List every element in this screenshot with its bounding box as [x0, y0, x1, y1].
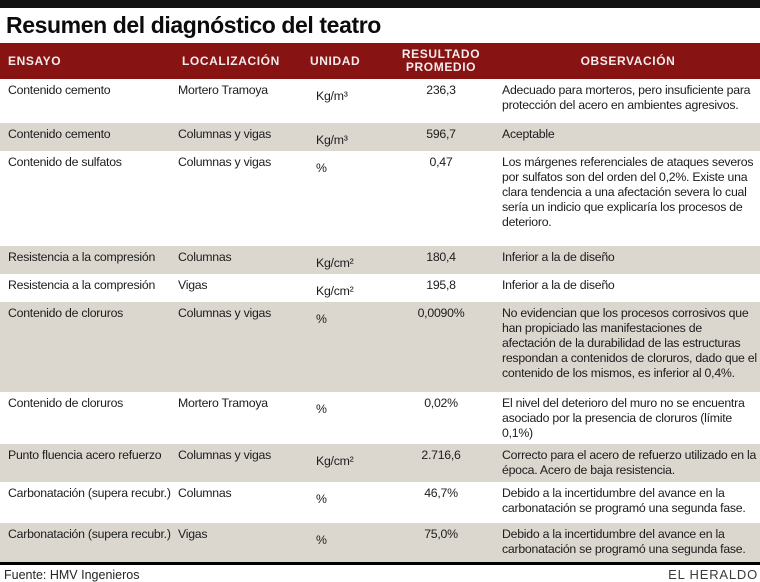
source-credit: Fuente: HMV Ingenieros	[4, 568, 140, 582]
table-row: Contenido de cloruros Mortero Tramoya % …	[0, 392, 760, 444]
cell-unidad: Kg/cm²	[316, 256, 354, 270]
cell-observacion: Inferior a la de diseño	[502, 250, 615, 264]
table-row: Contenido cemento Columnas y vigas Kg/m³…	[0, 123, 760, 151]
cell-ensayo: Punto fluencia acero refuerzo	[8, 448, 162, 462]
cell-ensayo: Contenido de cloruros	[8, 396, 124, 410]
cell-resultado: 0,02%	[424, 396, 458, 410]
table-header-row: ENSAYO LOCALIZACIÓN UNIDAD RESULTADO PRO…	[0, 43, 760, 79]
cell-unidad: Kg/cm²	[316, 284, 354, 298]
cell-localizacion: Vigas	[178, 278, 208, 292]
cell-localizacion: Columnas y vigas	[178, 306, 272, 320]
table-row: Carbonatación (supera recubr.) Vigas % 7…	[0, 523, 760, 562]
cell-unidad: %	[316, 312, 327, 326]
cell-ensayo: Resistencia a la compresión	[8, 250, 156, 264]
cell-resultado: 180,4	[426, 250, 456, 264]
cell-observacion: Debido a la incertidumbre del avance en …	[502, 486, 746, 515]
page-title: Resumen del diagnóstico del teatro	[6, 12, 381, 38]
table-row: Carbonatación (supera recubr.) Columnas …	[0, 482, 760, 523]
cell-observacion: Correcto para el acero de refuerzo utili…	[502, 448, 757, 477]
cell-localizacion: Columnas y vigas	[178, 127, 272, 141]
cell-observacion: Inferior a la de diseño	[502, 278, 615, 292]
cell-resultado: 236,3	[426, 83, 456, 97]
cell-resultado: 46,7%	[424, 486, 458, 500]
cell-localizacion: Vigas	[178, 527, 208, 541]
cell-resultado: 195,8	[426, 278, 456, 292]
cell-ensayo: Contenido de sulfatos	[8, 155, 122, 169]
cell-resultado: 596,7	[426, 127, 456, 141]
cell-observacion: Los márgenes referenciales de ataques se…	[502, 155, 754, 229]
diagnostic-table: ENSAYO LOCALIZACIÓN UNIDAD RESULTADO PRO…	[0, 43, 760, 562]
cell-ensayo: Carbonatación (supera recubr.)	[8, 527, 171, 541]
cell-unidad: %	[316, 533, 327, 547]
column-header-unidad: UNIDAD	[310, 54, 361, 68]
cell-ensayo: Resistencia a la compresión	[8, 278, 156, 292]
top-rule	[0, 0, 760, 8]
publisher-credit: EL HERALDO	[668, 567, 758, 582]
table-row: Contenido de sulfatos Columnas y vigas %…	[0, 151, 760, 246]
cell-ensayo: Carbonatación (supera recubr.)	[8, 486, 171, 500]
table-row: Resistencia a la compresión Columnas Kg/…	[0, 246, 760, 274]
cell-unidad: %	[316, 161, 327, 175]
cell-ensayo: Contenido cemento	[8, 127, 111, 141]
footer: Fuente: HMV Ingenieros EL HERALDO	[0, 562, 760, 582]
cell-observacion: El nivel del deterioro del muro no se en…	[502, 396, 745, 440]
column-header-observacion: OBSERVACIÓN	[580, 54, 676, 68]
cell-unidad: Kg/m³	[316, 133, 348, 147]
cell-observacion: Debido a la incertidumbre del avance en …	[502, 527, 746, 556]
table-row: Contenido cemento Mortero Tramoya Kg/m³ …	[0, 79, 760, 123]
cell-ensayo: Contenido cemento	[8, 83, 111, 97]
cell-unidad: Kg/m³	[316, 89, 348, 103]
cell-localizacion: Columnas	[178, 486, 232, 500]
cell-ensayo: Contenido de cloruros	[8, 306, 124, 320]
cell-resultado: 75,0%	[424, 527, 458, 541]
cell-observacion: No evidencian que los procesos corrosivo…	[502, 306, 757, 380]
cell-unidad: %	[316, 402, 327, 416]
column-header-resultado: RESULTADO PROMEDIO	[401, 47, 481, 74]
cell-observacion: Adecuado para morteros, pero insuficient…	[502, 83, 751, 112]
cell-resultado: 0,0090%	[417, 306, 465, 320]
cell-localizacion: Columnas y vigas	[178, 448, 272, 462]
table-body: Contenido cemento Mortero Tramoya Kg/m³ …	[0, 79, 760, 562]
column-header-localizacion: LOCALIZACIÓN	[182, 54, 280, 68]
cell-localizacion: Mortero Tramoya	[178, 396, 268, 410]
cell-unidad: Kg/cm²	[316, 454, 354, 468]
column-header-ensayo: ENSAYO	[8, 54, 62, 68]
cell-localizacion: Mortero Tramoya	[178, 83, 268, 97]
cell-resultado: 0,47	[429, 155, 453, 169]
cell-resultado: 2.716,6	[421, 448, 461, 462]
cell-observacion: Aceptable	[502, 127, 555, 141]
cell-localizacion: Columnas	[178, 250, 232, 264]
table-row: Punto fluencia acero refuerzo Columnas y…	[0, 444, 760, 482]
cell-localizacion: Columnas y vigas	[178, 155, 272, 169]
table-row: Resistencia a la compresión Vigas Kg/cm²…	[0, 274, 760, 302]
cell-unidad: %	[316, 492, 327, 506]
table-row: Contenido de cloruros Columnas y vigas %…	[0, 302, 760, 392]
